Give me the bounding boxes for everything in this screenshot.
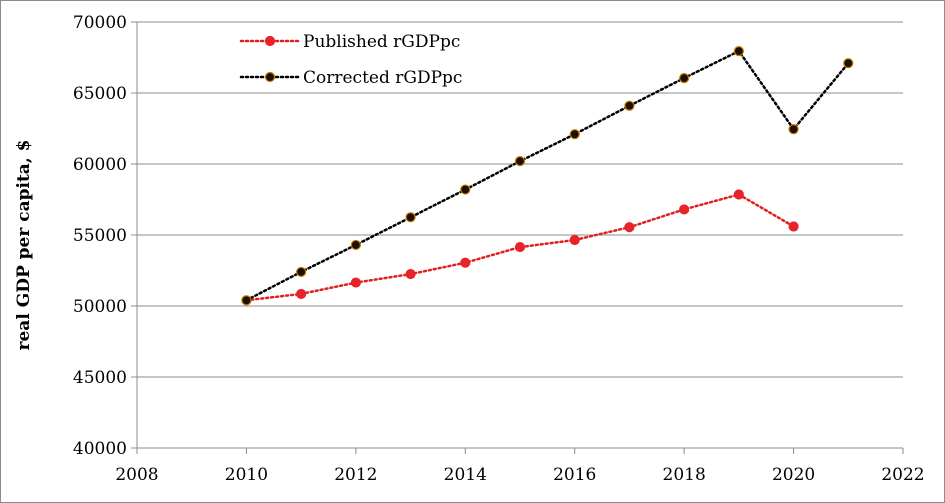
x-tick-label: 2010 xyxy=(225,465,268,485)
data-point xyxy=(569,234,580,246)
data-point xyxy=(788,221,799,232)
data-point xyxy=(460,257,471,268)
axes: 40000 45000 50000 55000 60000 65000 70000 2008 2… xyxy=(73,13,925,485)
legend: Published rGDPpc Corrected rGDPpc xyxy=(239,32,462,88)
x-tick-label: 2020 xyxy=(772,465,815,485)
x-tick-label: 2018 xyxy=(663,465,706,485)
data-point xyxy=(296,266,307,278)
y-tick-label: 70000 xyxy=(73,13,127,33)
data-point xyxy=(350,277,361,288)
data-point xyxy=(843,58,854,69)
series-layer xyxy=(241,46,854,306)
gridlines xyxy=(137,21,903,378)
data-point xyxy=(733,189,744,200)
data-point xyxy=(733,46,744,57)
data-point xyxy=(514,241,526,253)
y-tick-label: 65000 xyxy=(73,84,127,104)
data-point xyxy=(514,156,526,167)
data-point xyxy=(405,268,416,280)
y-tick-label: 50000 xyxy=(73,297,127,317)
data-point xyxy=(350,239,361,251)
legend-label-2: Corrected rGDPpc xyxy=(303,68,462,88)
legend-label-1: Published rGDPpc xyxy=(303,32,460,52)
data-point xyxy=(241,295,252,306)
x-tick-label: 2022 xyxy=(881,465,924,485)
data-point xyxy=(679,72,690,84)
series-line-2 xyxy=(245,49,850,302)
x-tick-label: 2014 xyxy=(444,465,487,485)
x-tick-label: 2016 xyxy=(553,465,596,485)
data-point xyxy=(624,100,635,111)
y-tick-label: 40000 xyxy=(73,439,127,459)
y-axis-title: real GDP per capita, $ xyxy=(14,140,34,351)
data-point xyxy=(569,129,580,140)
data-point xyxy=(460,184,471,195)
data-point xyxy=(679,204,690,215)
data-point xyxy=(624,222,635,233)
x-tick-label: 2012 xyxy=(334,465,377,485)
data-point xyxy=(788,124,799,135)
legend-marker-1 xyxy=(264,35,276,47)
y-tick-label: 60000 xyxy=(73,155,127,175)
x-tick-label: 2008 xyxy=(115,465,158,485)
y-tick-label: 45000 xyxy=(73,368,127,388)
data-point xyxy=(405,212,416,223)
data-point xyxy=(296,288,307,300)
legend-marker-2 xyxy=(264,71,276,83)
y-tick-label: 55000 xyxy=(73,226,127,246)
